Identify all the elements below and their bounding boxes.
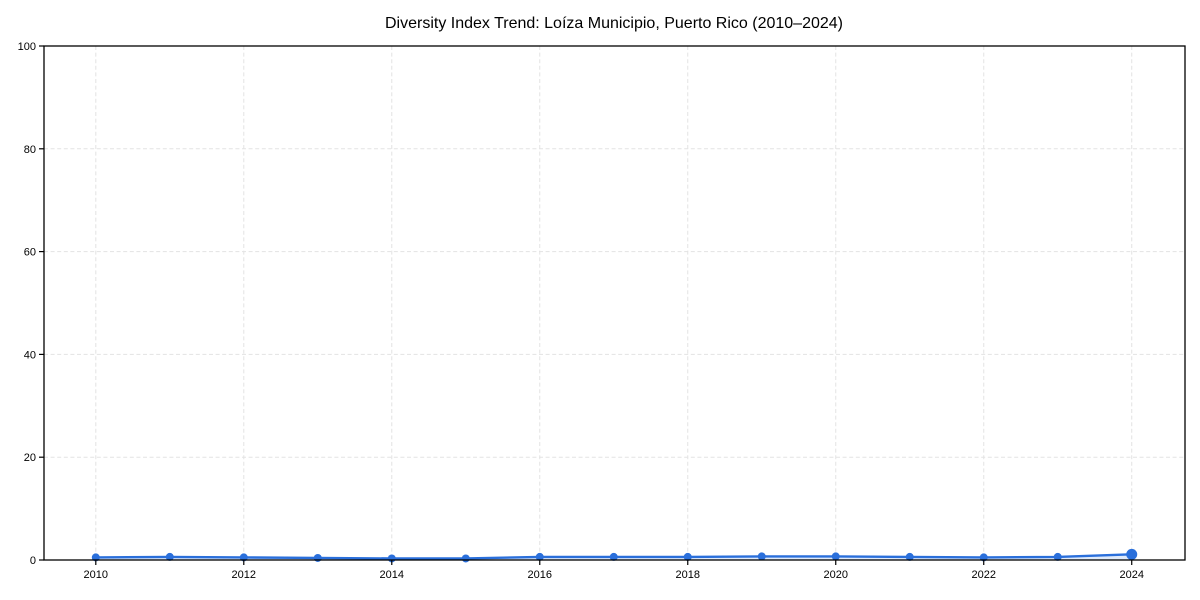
- data-point: [683, 552, 692, 561]
- data-point: [313, 553, 322, 562]
- y-tick-label: 100: [18, 41, 36, 53]
- chart-title: Diversity Index Trend: Loíza Municipio, …: [385, 15, 843, 32]
- x-tick-label: 2014: [380, 569, 404, 581]
- data-point: [757, 552, 766, 561]
- data-point: [535, 552, 544, 561]
- x-tick-label: 2022: [971, 569, 995, 581]
- data-point: [1126, 548, 1138, 560]
- plot-border: [43, 45, 1186, 561]
- data-point: [609, 552, 618, 561]
- data-point: [831, 552, 840, 561]
- x-tick-label: 2024: [1119, 569, 1143, 581]
- y-tick-label: 20: [24, 452, 36, 464]
- y-tick-label: 40: [24, 349, 36, 361]
- data-point: [905, 552, 914, 561]
- data-point: [1053, 552, 1062, 561]
- plot-area: 2010 2012 2014 2016 2018 2020 2022 2024 0 20 40 60 8…: [18, 41, 1186, 581]
- x-tick-label: 2018: [676, 569, 700, 581]
- x-tick-label: 2010: [84, 569, 108, 581]
- x-tick-label: 2020: [824, 569, 848, 581]
- y-tick-label: 60: [24, 247, 36, 259]
- data-point: [461, 554, 470, 563]
- data-point: [165, 552, 174, 561]
- x-tick-label: 2012: [232, 569, 256, 581]
- x-tick-label: 2016: [528, 569, 552, 581]
- y-tick-label: 0: [30, 555, 36, 567]
- y-tick-label: 80: [24, 144, 36, 156]
